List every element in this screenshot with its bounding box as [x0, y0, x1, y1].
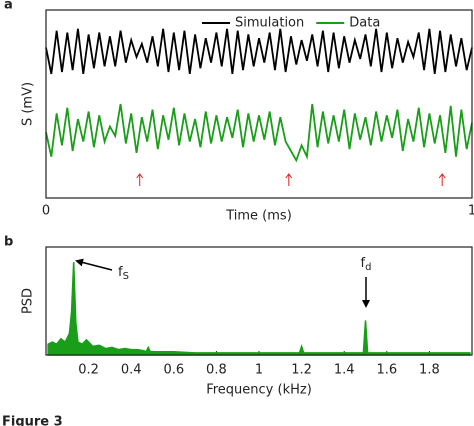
y-axis-label: S (mV)	[21, 82, 36, 126]
x-tick-label: 0.4	[121, 363, 142, 378]
annotation-arrow	[75, 258, 113, 271]
event-arrow	[285, 173, 293, 186]
panel-label: b	[4, 235, 13, 250]
x-tick-label: 1.2	[291, 363, 312, 378]
y-axis-label: PSD	[21, 288, 36, 314]
legend-label: Data	[349, 16, 380, 31]
x-tick-label: 0.8	[206, 363, 227, 378]
x-tick-label: 1	[468, 204, 474, 219]
annotation-sub: S	[123, 271, 129, 282]
x-axis-label: Frequency (kHz)	[206, 383, 312, 398]
annotation-text: f	[118, 265, 123, 280]
annotation-sub: d	[365, 262, 371, 273]
x-tick-label: 1.6	[376, 363, 397, 378]
annotation-text: f	[361, 256, 366, 271]
caption: Figure 3	[2, 415, 63, 426]
spectrum-area	[47, 262, 471, 356]
series-line	[45, 103, 473, 163]
x-tick-label: 1.4	[334, 363, 355, 378]
event-arrow	[438, 173, 446, 186]
legend-label: Simulation	[235, 16, 304, 31]
series-line	[45, 28, 473, 75]
event-arrow	[136, 173, 144, 186]
x-axis-label: Time (ms)	[225, 209, 292, 224]
plot-frame	[45, 9, 473, 199]
panel-label: a	[4, 0, 13, 13]
annotation: fS	[118, 265, 129, 283]
plot-frame	[45, 246, 473, 356]
x-tick-label: 0.6	[163, 363, 184, 378]
x-tick-label: 1	[255, 363, 263, 378]
x-tick-label: 0.2	[78, 363, 99, 378]
x-tick-label: 0	[42, 204, 50, 219]
annotation: fd	[361, 256, 372, 274]
x-tick-label: 1.8	[419, 363, 440, 378]
